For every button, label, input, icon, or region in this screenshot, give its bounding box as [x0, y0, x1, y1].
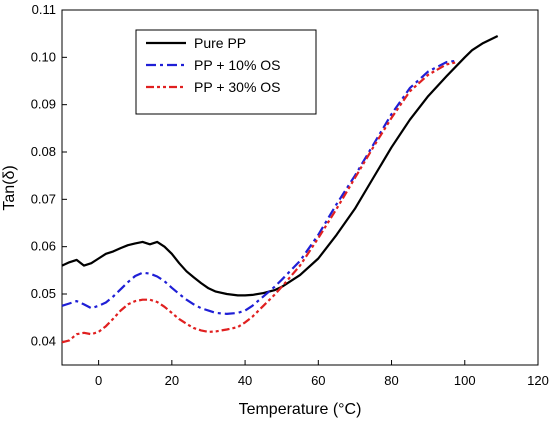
- y-tick-label: 0.07: [31, 191, 56, 206]
- y-axis: 0.04 0.05 0.06 0.07 0.08 0.09 0.10 0.11: [31, 2, 67, 348]
- x-axis-title: Temperature (°C): [239, 401, 362, 418]
- legend-label: Pure PP: [194, 35, 246, 51]
- series-line-3: [61, 61, 458, 344]
- y-tick-label: 0.08: [31, 144, 56, 159]
- y-tick-label: 0.05: [31, 286, 56, 301]
- x-tick-label: 100: [454, 373, 476, 388]
- y-tick-label: 0.09: [31, 97, 56, 112]
- x-tick-label: 40: [238, 373, 252, 388]
- series-line-2: [61, 59, 458, 315]
- x-axis: 0 20 40 60 80 100 120: [95, 360, 549, 388]
- x-tick-label: 20: [165, 373, 179, 388]
- x-tick-label: 120: [527, 373, 549, 388]
- legend-label: PP + 30% OS: [194, 79, 281, 95]
- x-tick-label: 60: [311, 373, 325, 388]
- y-tick-label: 0.04: [31, 333, 56, 348]
- series-lines: [61, 35, 499, 344]
- y-axis-title: Tan(δ): [1, 165, 18, 210]
- legend-items: Pure PP PP + 10% OS PP + 30% OS: [146, 35, 281, 95]
- y-tick-label: 0.10: [31, 49, 56, 64]
- plot-frame: [61, 9, 539, 366]
- legend-label: PP + 10% OS: [194, 57, 281, 73]
- series-line-1: [61, 35, 499, 297]
- x-tick-label: 0: [95, 373, 102, 388]
- legend: Pure PP PP + 10% OS PP + 30% OS: [135, 29, 317, 115]
- x-tick-label: 80: [384, 373, 398, 388]
- y-tick-label: 0.06: [31, 239, 56, 254]
- y-tick-label: 0.11: [32, 2, 56, 17]
